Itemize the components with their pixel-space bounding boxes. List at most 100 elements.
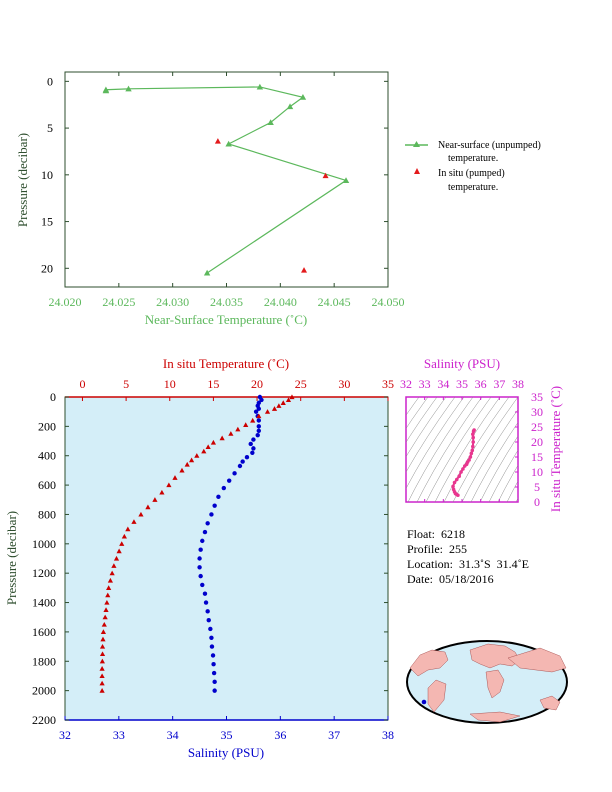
locator-map	[406, 640, 568, 724]
temperature-point	[201, 448, 207, 454]
density-contour	[479, 435, 518, 502]
temperature-axis-title: In situ Temperature (˚C)	[163, 356, 289, 371]
salinity-point	[251, 437, 256, 442]
salinity-point	[226, 478, 232, 483]
salinity-point	[200, 538, 205, 544]
salinity-point	[208, 626, 213, 632]
temperature-point	[116, 548, 122, 554]
ts-x-tick-label: 34	[437, 377, 449, 391]
ts-point	[471, 444, 475, 449]
near-surface-point	[203, 269, 211, 276]
ts-y-tick-label: 35	[531, 390, 543, 404]
profile-y-tick-label: 1800	[32, 654, 56, 668]
temperature-point	[101, 621, 107, 627]
near-surface-point	[299, 94, 307, 100]
temperature-point	[103, 607, 109, 612]
surface-x-axis-title: Near-Surface Temperature (˚C)	[145, 312, 307, 327]
temperature-point	[125, 526, 131, 532]
near-surface-point	[225, 140, 232, 147]
salinity-point	[240, 459, 245, 464]
surface-x-tick-label: 24.020	[49, 295, 82, 309]
temperature-point	[243, 422, 249, 427]
salinity-point	[216, 494, 221, 500]
legend-marker-near-surface	[413, 141, 420, 147]
temperature-point	[264, 409, 271, 414]
salinity-point	[212, 688, 217, 693]
temperature-point	[271, 406, 278, 411]
ts-y-tick-label: 25	[531, 420, 543, 434]
surface-y-tick-label: 5	[47, 121, 53, 135]
surface-y-tick-label: 20	[41, 261, 53, 275]
temperature-point	[289, 394, 295, 400]
temperature-point	[145, 504, 151, 510]
ts-x-tick-label: 35	[456, 377, 468, 391]
ts-point	[451, 487, 456, 492]
ts-point	[471, 432, 475, 437]
ts-point	[471, 440, 476, 444]
salinity-point	[256, 428, 261, 433]
density-contour	[532, 367, 612, 506]
ts-x-axis-title: Salinity (PSU)	[424, 356, 500, 371]
surface-y-axis-title: Pressure (decibar)	[15, 133, 30, 227]
salinity-point	[259, 397, 264, 403]
salinity-point	[251, 446, 256, 451]
profile-chart: 0200400600800100012001400160018002000220…	[4, 356, 394, 760]
salinity-point	[198, 573, 203, 579]
profile-y-tick-label: 1400	[32, 596, 56, 610]
in-situ-point	[301, 267, 308, 273]
salinity-point	[221, 485, 227, 491]
temperature-point	[99, 658, 105, 664]
ts-point	[457, 474, 462, 479]
surface-y-tick-label: 10	[41, 168, 53, 182]
salinity-tick-label: 35	[221, 728, 233, 742]
salinity-point	[209, 512, 214, 517]
temperature-point	[138, 511, 144, 517]
temperature-point	[105, 592, 111, 598]
date-text: Date: 05/18/2016	[407, 572, 494, 586]
salinity-point	[237, 463, 243, 469]
density-contour	[406, 397, 456, 473]
salinity-point	[248, 441, 253, 447]
temperature-point	[107, 577, 113, 583]
surface-x-tick-label: 24.035	[210, 295, 243, 309]
profile-number-text: Profile: 255	[407, 542, 467, 556]
profile-y-tick-label: 600	[38, 478, 56, 492]
surface-x-tick-label: 24.040	[264, 295, 297, 309]
density-contour	[425, 397, 492, 502]
ts-y-tick-label: 0	[534, 495, 540, 509]
salinity-point	[211, 662, 216, 667]
salinity-axis-title: Salinity (PSU)	[188, 745, 264, 760]
surface-y-tick-label: 15	[41, 215, 53, 229]
salinity-tick-label: 38	[382, 728, 394, 742]
density-contour	[406, 397, 447, 458]
temperature-point	[111, 563, 117, 568]
temperature-point	[205, 444, 211, 449]
temperature-point	[188, 457, 195, 463]
near-surface-line	[105, 86, 348, 274]
temperature-tick-label: 5	[123, 377, 129, 391]
temperature-tick-label: 20	[251, 377, 263, 391]
temperature-point	[256, 413, 262, 419]
profile-y-axis-title: Pressure (decibar)	[4, 511, 19, 605]
temperature-tick-label: 35	[382, 377, 394, 391]
temperature-point	[102, 614, 108, 620]
temperature-point	[228, 431, 234, 436]
temperature-point	[235, 426, 241, 432]
density-contour	[470, 422, 518, 502]
legend-label-near-surface: Near-surface (unpumped) temperature.	[438, 140, 543, 164]
salinity-point	[250, 450, 255, 455]
in-situ-point	[322, 172, 329, 179]
temperature-point	[113, 555, 120, 561]
temperature-tick-label: 0	[79, 377, 85, 391]
ts-point	[471, 435, 476, 440]
salinity-point	[211, 670, 217, 676]
ts-x-tick-label: 38	[512, 377, 524, 391]
ts-y-tick-label: 20	[531, 435, 543, 449]
temperature-point	[280, 400, 286, 405]
temperature-point	[106, 585, 112, 590]
temperature-point	[194, 453, 200, 458]
temperature-tick-label: 30	[338, 377, 350, 391]
temperature-tick-label: 25	[295, 377, 307, 391]
salinity-point	[244, 454, 250, 460]
temperature-point	[250, 417, 256, 423]
